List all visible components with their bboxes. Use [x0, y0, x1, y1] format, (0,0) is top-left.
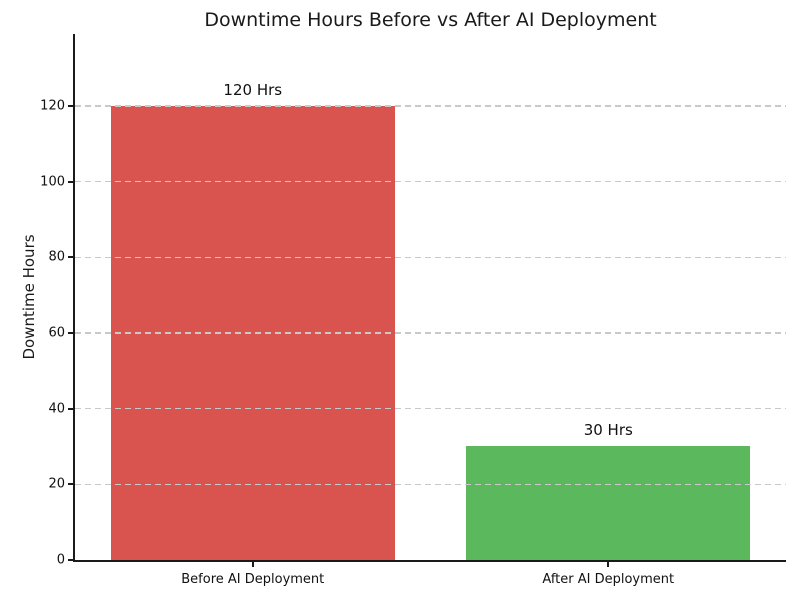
gridline-y-60 [75, 332, 786, 334]
x-axis-line [73, 560, 786, 562]
gridline-y-100 [75, 180, 786, 183]
y-tick-mark [68, 559, 73, 561]
y-tick-label: 80 [48, 249, 65, 265]
plot-area: 120 Hrs 30 Hrs 0 20 40 60 80 100 120 Before AI D… [40, 34, 786, 587]
gridline-y-40 [75, 407, 786, 410]
y-tick-label: 20 [48, 476, 65, 492]
x-tick-label: After AI Deployment [542, 572, 675, 587]
y-tick-mark [68, 256, 73, 259]
x-tick-mark [607, 562, 610, 567]
y-tick-label: 60 [48, 325, 65, 341]
y-tick-mark [68, 104, 73, 107]
chart-title: Downtime Hours Before vs After AI Deploy… [204, 9, 657, 31]
x-tick-mark [251, 562, 254, 567]
y-tick-label: 40 [48, 401, 65, 417]
gridline-y-120 [75, 105, 786, 107]
y-tick-label: 0 [56, 552, 65, 568]
x-tick-label: Before AI Deployment [181, 572, 325, 587]
y-tick-mark [68, 407, 73, 410]
y-tick-label: 100 [40, 174, 65, 190]
bar-value-label: 120 Hrs [223, 80, 283, 99]
gridline-y-80 [75, 256, 786, 259]
y-axis-label: Downtime Hours [20, 234, 38, 360]
y-tick-mark [68, 180, 73, 183]
bar-value-label: 30 Hrs [583, 421, 633, 440]
y-tick-mark [68, 483, 73, 486]
y-tick-label: 120 [40, 98, 65, 114]
y-axis-line [73, 34, 75, 562]
gridline-y-20 [75, 483, 786, 486]
bar-after-ai-deployment [466, 446, 751, 560]
y-tick-mark [68, 331, 73, 334]
